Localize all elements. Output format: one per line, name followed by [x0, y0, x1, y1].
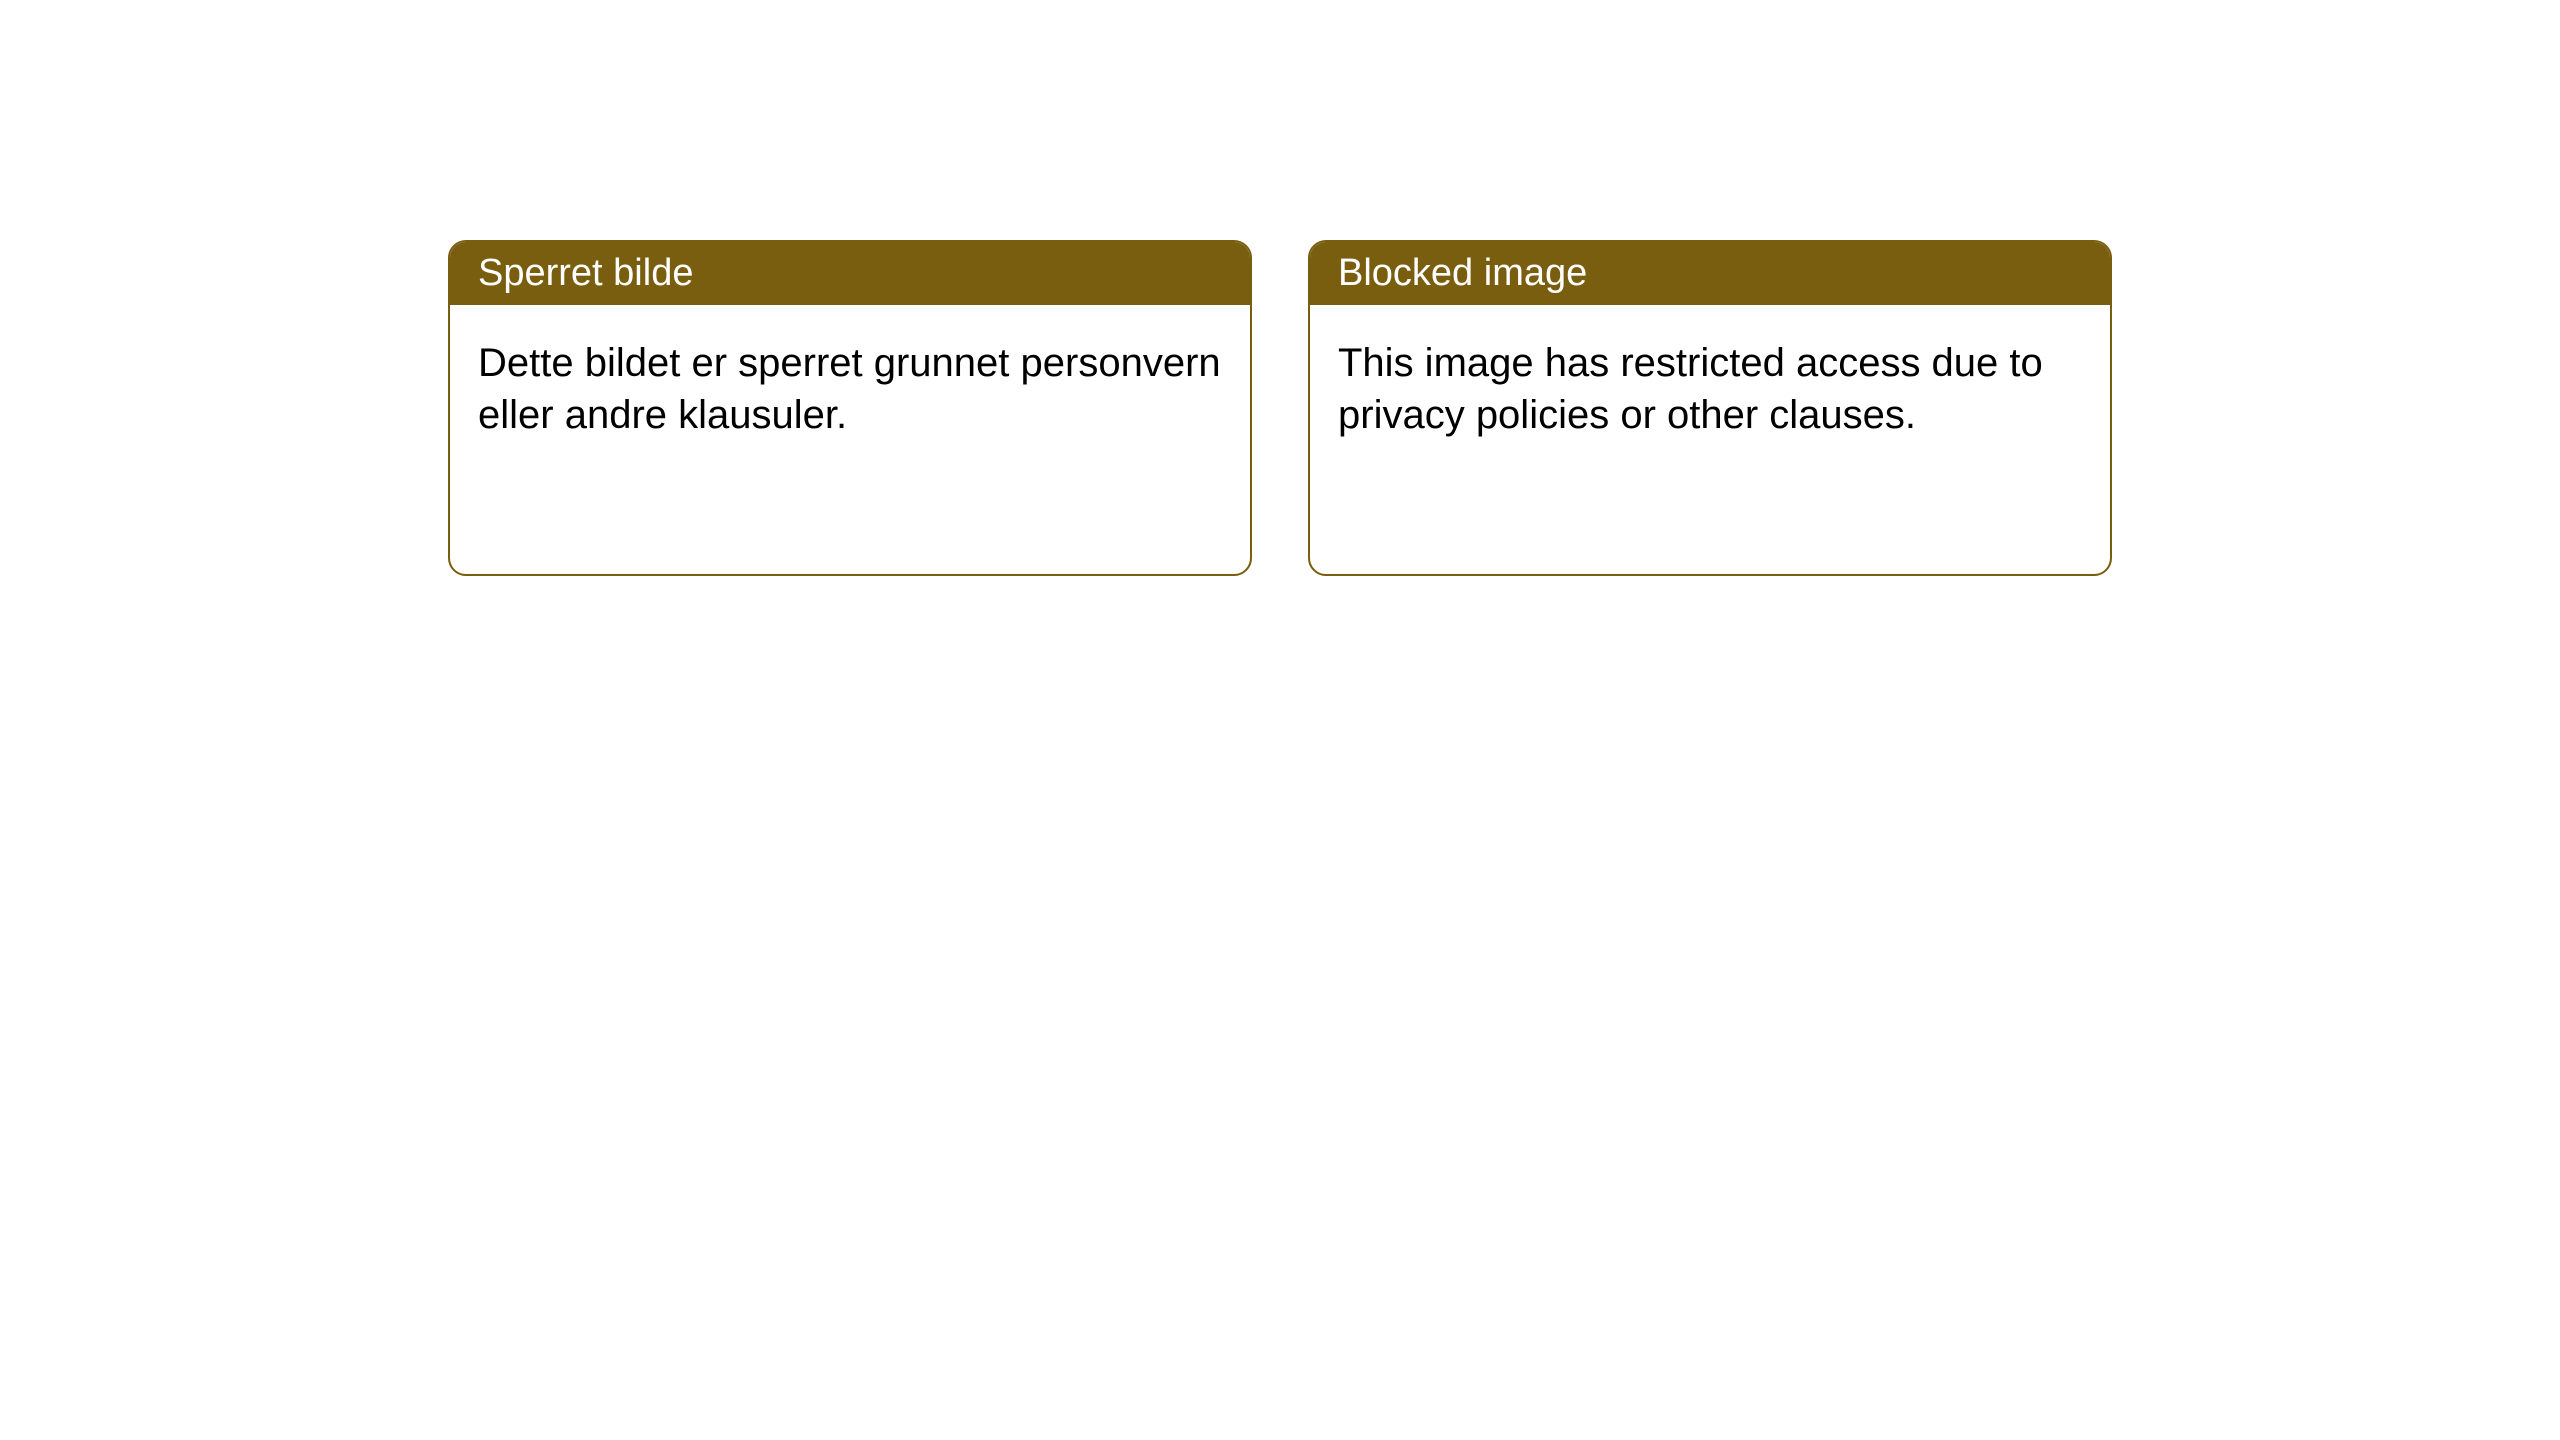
notice-card-norwegian: Sperret bilde Dette bildet er sperret gr…: [448, 240, 1252, 576]
card-body-english: This image has restricted access due to …: [1310, 305, 2110, 473]
card-header-english: Blocked image: [1310, 242, 2110, 305]
card-header-norwegian: Sperret bilde: [450, 242, 1250, 305]
card-body-norwegian: Dette bildet er sperret grunnet personve…: [450, 305, 1250, 473]
notice-container: Sperret bilde Dette bildet er sperret gr…: [448, 240, 2112, 576]
notice-card-english: Blocked image This image has restricted …: [1308, 240, 2112, 576]
